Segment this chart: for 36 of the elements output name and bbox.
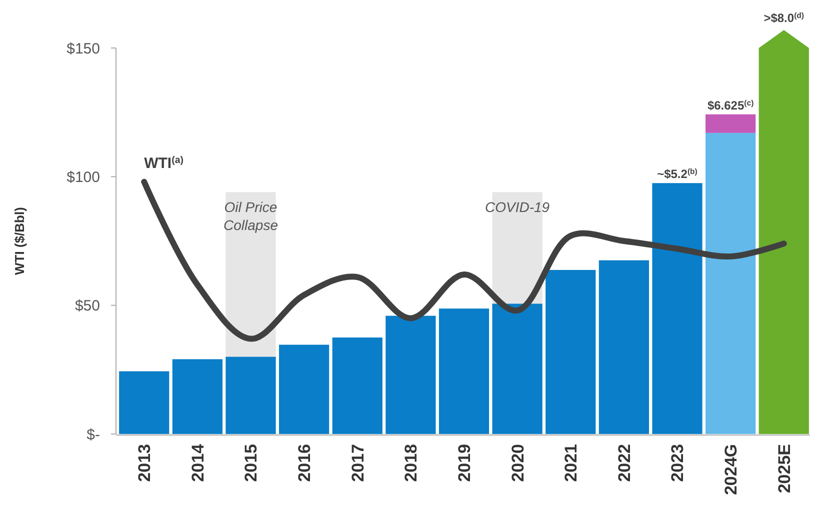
bar [438,308,490,434]
bar [226,356,276,434]
total-label: $6.625$^{(c)}$ [707,98,754,112]
bar [546,270,596,434]
bar [652,183,702,434]
x-tick-label: 2024G [722,444,741,496]
bar [706,132,756,434]
band-label: Oil Price Collapse [224,199,278,234]
x-tick-label: 2020 [508,444,528,482]
x-tick-label: 2025E [774,444,794,494]
data-label: >$8.0$^{(d)}$ [764,10,804,25]
x-tick-label: 2019 [454,444,474,482]
x-tick-label: 2022 [614,444,634,482]
x-tick-label: 2021 [562,444,581,482]
x-tick-label: 2013 [135,444,154,482]
band-label: COVID-19 [485,199,550,216]
y-tick-label: $150 [66,40,100,58]
y-tick-label: $- [86,426,100,444]
bar [386,316,436,434]
x-tick-label: 2023 [668,444,688,482]
bar [598,260,649,434]
x-tick-label: 2016 [295,444,314,482]
series-label: WTI$^{(a)}$ [144,154,184,172]
bar [706,114,756,133]
bar [332,338,382,434]
y-tick-label: $50 [74,298,100,315]
y-tick-label: $100 [66,168,100,186]
x-tick-label: 2015 [242,444,261,482]
bar [172,359,222,434]
x-tick-label: 2018 [402,444,421,482]
bar [279,344,330,434]
data-label: ~$5.2$^{(b)}$ [657,166,698,182]
y-axis-title: WTI ($/Bbl) [12,207,27,275]
x-tick-label: 2017 [348,444,368,482]
x-tick-label: 2014 [188,443,208,482]
bar [119,371,170,434]
